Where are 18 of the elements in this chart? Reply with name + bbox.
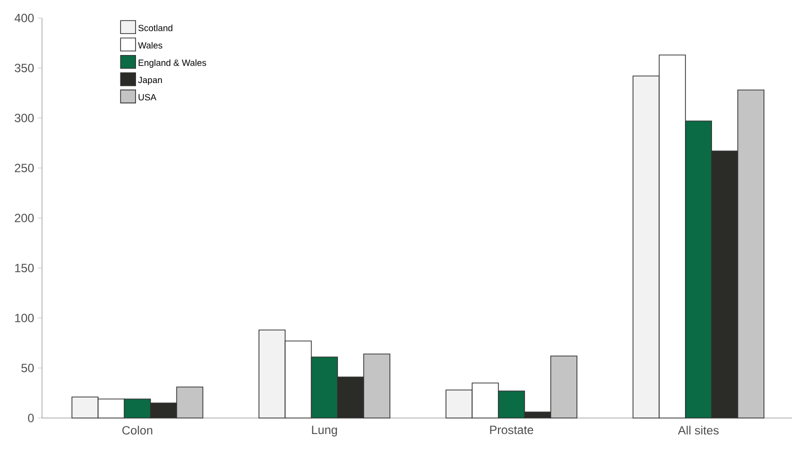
x-tick-label: Prostate — [490, 426, 534, 434]
y-tick-label: 300 — [14, 114, 34, 122]
y-tick-label: 350 — [14, 64, 34, 72]
y-tick-label: 400 — [14, 14, 34, 22]
y-tick-label: 200 — [14, 214, 34, 222]
x-tick-label: Colon — [122, 426, 152, 435]
y-tick-label: 150 — [15, 264, 34, 272]
y-tick-label: 100 — [15, 314, 34, 322]
y-tick-label: 0 — [28, 414, 34, 422]
legend-label: Wales — [138, 42, 162, 49]
y-tick-label: 50 — [21, 364, 34, 372]
x-tick-label: Lung — [312, 426, 337, 436]
legend-label: Scotland — [138, 24, 172, 32]
legend-label: England & Wales — [138, 59, 206, 68]
legend-label: USA — [138, 94, 156, 100]
y-tick-label: 250 — [14, 164, 34, 172]
x-tick-label: All sites — [678, 426, 719, 435]
legend-label: Japan — [138, 76, 162, 85]
